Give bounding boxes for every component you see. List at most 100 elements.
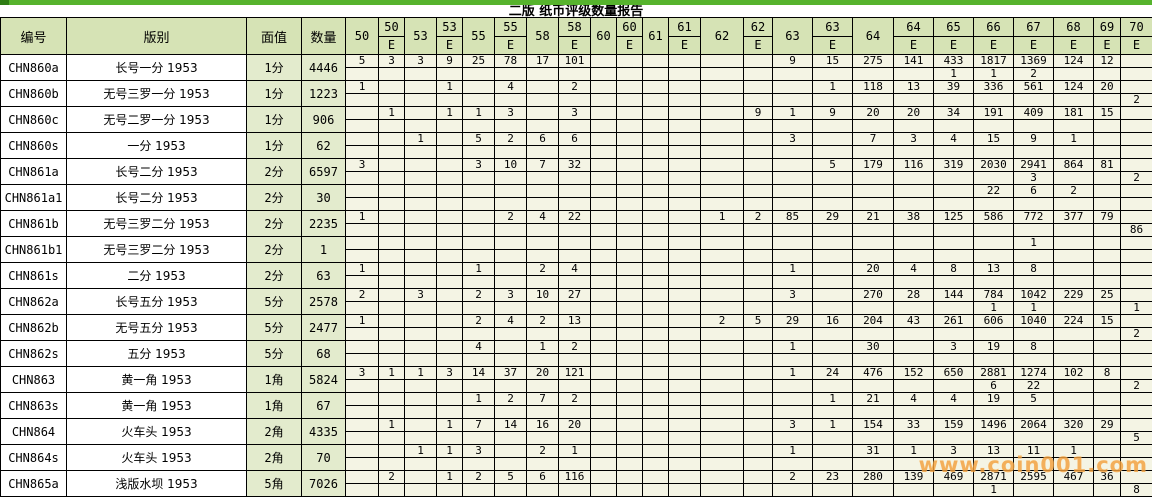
grade-cell-bottom-50E bbox=[379, 172, 405, 185]
grade-cell-bottom-60 bbox=[591, 406, 617, 419]
grade-cell-top-58E: 6 bbox=[559, 133, 591, 146]
grade-cell-bottom-55 bbox=[463, 328, 495, 341]
grade-cell-bottom-61E bbox=[669, 68, 701, 81]
grade-number: 63 bbox=[813, 18, 852, 37]
grade-cell-top-55E: 2 bbox=[495, 393, 527, 406]
grade-cell-bottom-61 bbox=[643, 354, 669, 367]
col-header-grade-62: 62 bbox=[701, 18, 744, 55]
grade-cell-bottom-58 bbox=[527, 120, 559, 133]
grade-cell-bottom-62 bbox=[701, 120, 744, 133]
grade-cell-top-50: 1 bbox=[346, 263, 379, 276]
grade-cell-top-66E: 13 bbox=[974, 263, 1014, 276]
grade-cell-top-65E: 469 bbox=[934, 471, 974, 484]
grade-cell-bottom-70E: 2 bbox=[1121, 172, 1152, 185]
grade-cell-top-67E: 11 bbox=[1014, 445, 1054, 458]
grade-cell-top-60 bbox=[591, 133, 617, 146]
grade-cell-bottom-53E bbox=[437, 276, 463, 289]
grade-cell-bottom-65E bbox=[934, 172, 974, 185]
row-id-cell: CHN860b bbox=[1, 81, 67, 107]
grade-cell-top-60E bbox=[617, 185, 643, 198]
grade-cell-bottom-50E bbox=[379, 380, 405, 393]
grade-cell-bottom-70E bbox=[1121, 198, 1152, 211]
grade-cell-top-50E: 2 bbox=[379, 471, 405, 484]
grade-cell-bottom-53E bbox=[437, 406, 463, 419]
grade-cell-bottom-63E bbox=[813, 198, 853, 211]
grade-cell-top-58: 20 bbox=[527, 367, 559, 380]
grade-cell-top-68E: 124 bbox=[1054, 81, 1094, 94]
grade-cell-top-62E bbox=[744, 81, 773, 94]
grade-cell-bottom-55 bbox=[463, 302, 495, 315]
grade-cell-top-66E: 191 bbox=[974, 107, 1014, 120]
grade-cell-bottom-67E: 1 bbox=[1014, 302, 1054, 315]
grade-cell-bottom-50E bbox=[379, 94, 405, 107]
grade-cell-top-55E bbox=[495, 263, 527, 276]
grade-cell-bottom-58 bbox=[527, 224, 559, 237]
grade-cell-bottom-62 bbox=[701, 380, 744, 393]
grade-cell-bottom-55E bbox=[495, 68, 527, 81]
grade-cell-bottom-55 bbox=[463, 120, 495, 133]
grade-cell-bottom-50 bbox=[346, 302, 379, 315]
grade-cell-top-62 bbox=[701, 159, 744, 172]
grade-cell-top-63E bbox=[813, 263, 853, 276]
grade-cell-bottom-62 bbox=[701, 224, 744, 237]
grade-cell-top-53E: 1 bbox=[437, 107, 463, 120]
grade-e-suffix: E bbox=[813, 37, 852, 54]
grade-cell-bottom-58E bbox=[559, 432, 591, 445]
grade-cell-bottom-55 bbox=[463, 406, 495, 419]
grade-cell-top-68E: 102 bbox=[1054, 367, 1094, 380]
grade-cell-bottom-58E bbox=[559, 276, 591, 289]
row-id-cell: CHN863s bbox=[1, 393, 67, 419]
grade-cell-bottom-64 bbox=[853, 380, 894, 393]
grade-cell-top-55E bbox=[495, 341, 527, 354]
grade-cell-bottom-60E bbox=[617, 328, 643, 341]
grade-cell-bottom-69E bbox=[1094, 250, 1121, 263]
grade-cell-bottom-61E bbox=[669, 120, 701, 133]
grade-cell-top-55E: 2 bbox=[495, 211, 527, 224]
row-id-cell: CHN861b1 bbox=[1, 237, 67, 263]
grade-cell-top-50: 1 bbox=[346, 211, 379, 224]
grade-cell-top-65E: 8 bbox=[934, 263, 974, 276]
grade-cell-top-65E: 650 bbox=[934, 367, 974, 380]
grade-cell-top-64E: 33 bbox=[894, 419, 934, 432]
col-header-grade-64: 64 bbox=[853, 18, 894, 55]
grade-cell-bottom-66E bbox=[974, 250, 1014, 263]
grade-cell-bottom-55E bbox=[495, 146, 527, 159]
grade-cell-bottom-58E bbox=[559, 458, 591, 471]
grade-cell-bottom-62E bbox=[744, 172, 773, 185]
grade-cell-bottom-67E bbox=[1014, 432, 1054, 445]
grade-cell-top-67E: 8 bbox=[1014, 263, 1054, 276]
grade-cell-bottom-61 bbox=[643, 224, 669, 237]
grade-cell-top-61 bbox=[643, 185, 669, 198]
grade-number: 60 bbox=[617, 18, 642, 37]
grade-cell-top-61 bbox=[643, 419, 669, 432]
grade-cell-bottom-63 bbox=[773, 94, 813, 107]
grade-cell-top-64E: 20 bbox=[894, 107, 934, 120]
grade-cell-bottom-62 bbox=[701, 250, 744, 263]
grade-cell-top-53: 1 bbox=[405, 133, 437, 146]
grade-cell-bottom-66E bbox=[974, 276, 1014, 289]
grade-cell-bottom-67E bbox=[1014, 276, 1054, 289]
grade-cell-top-50E: 1 bbox=[379, 367, 405, 380]
grade-cell-bottom-69E bbox=[1094, 94, 1121, 107]
grade-cell-bottom-61 bbox=[643, 172, 669, 185]
row-version-cell: 无号二罗一分 1953 bbox=[67, 107, 247, 133]
grade-cell-bottom-68E bbox=[1054, 172, 1094, 185]
grade-cell-bottom-53 bbox=[405, 458, 437, 471]
grade-cell-bottom-64 bbox=[853, 302, 894, 315]
grade-number: 55 bbox=[495, 18, 526, 37]
grade-cell-top-55: 5 bbox=[463, 133, 495, 146]
grade-cell-bottom-58E bbox=[559, 250, 591, 263]
grade-cell-top-55E: 3 bbox=[495, 107, 527, 120]
grade-cell-bottom-60 bbox=[591, 250, 617, 263]
grade-cell-bottom-69E bbox=[1094, 276, 1121, 289]
grade-number: 67 bbox=[1014, 18, 1053, 37]
grade-cell-top-66E: 13 bbox=[974, 445, 1014, 458]
grade-cell-bottom-53E bbox=[437, 380, 463, 393]
grade-cell-top-53E bbox=[437, 133, 463, 146]
grade-cell-bottom-65E bbox=[934, 224, 974, 237]
